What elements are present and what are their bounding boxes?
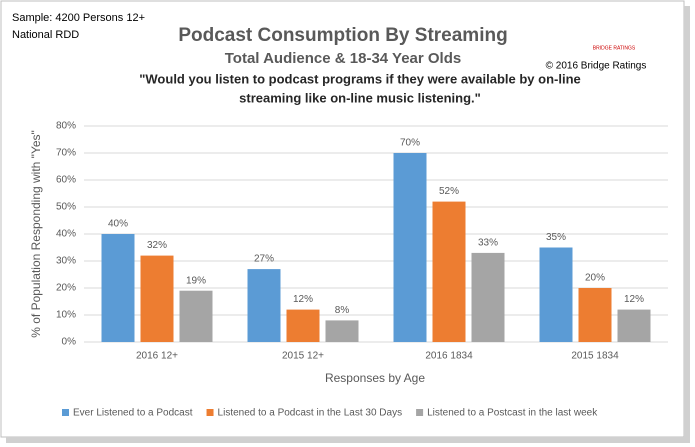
frame <box>0 0 685 438</box>
y-axis-label: % of Population Responding with "Yes" <box>29 130 43 338</box>
x-axis-label: Responses by Age <box>325 371 425 385</box>
data-label: 20% <box>585 273 605 284</box>
bar <box>617 309 651 342</box>
bar <box>432 201 466 342</box>
bar <box>471 252 505 342</box>
data-label: 12% <box>624 294 644 305</box>
bar <box>539 247 573 342</box>
question: "Would you listen to podcast programs if… <box>139 71 581 86</box>
bar <box>578 288 612 342</box>
data-label: 70% <box>400 138 420 149</box>
bar <box>325 320 359 342</box>
data-label: 35% <box>546 232 566 243</box>
data-label: 32% <box>147 240 167 251</box>
bar <box>286 309 320 342</box>
data-label: 19% <box>186 275 206 286</box>
legend-label: Listened to a Podcast in the Last 30 Day… <box>218 408 403 419</box>
frame-shadow <box>684 6 690 442</box>
y-tick-label: 10% <box>56 310 76 321</box>
x-tick-label: 2015 1834 <box>571 351 619 362</box>
data-label: 27% <box>254 254 274 265</box>
legend-label: Listened to a Postcast in the last week <box>427 408 598 419</box>
note: Sample: 4200 Persons 12+ <box>12 12 145 24</box>
chart-subtitle: Total Audience & 18-34 Year Olds <box>225 50 461 67</box>
legend-swatch <box>206 409 214 416</box>
y-tick-label: 30% <box>56 256 76 267</box>
y-tick-label: 60% <box>56 175 76 186</box>
logo-text: BRIDGE RATINGS <box>593 45 636 51</box>
y-tick-label: 20% <box>56 283 76 294</box>
data-label: 33% <box>478 238 498 249</box>
x-tick-label: 2016 12+ <box>136 351 178 362</box>
y-tick-label: 70% <box>56 148 76 159</box>
bar <box>179 290 213 342</box>
data-label: 52% <box>439 186 459 197</box>
bar <box>140 255 174 342</box>
frame-shadow <box>6 437 690 443</box>
data-label: 12% <box>293 294 313 305</box>
legend-label: Ever Listened to a Podcast <box>73 408 193 419</box>
y-tick-label: 80% <box>56 121 76 132</box>
legend-swatch <box>416 409 424 416</box>
note: National RDD <box>12 29 79 41</box>
bar <box>393 153 427 342</box>
data-label: 8% <box>335 305 350 316</box>
x-tick-label: 2016 1834 <box>425 351 473 362</box>
question: streaming like on-line music listening." <box>239 90 481 105</box>
y-tick-label: 50% <box>56 202 76 213</box>
legend-swatch <box>62 409 69 416</box>
y-tick-label: 40% <box>56 229 76 240</box>
data-label: 40% <box>108 219 128 230</box>
x-tick-label: 2015 12+ <box>282 351 324 362</box>
chart-title: Podcast Consumption By Streaming <box>178 25 507 46</box>
bar <box>247 269 281 342</box>
bar <box>101 234 135 342</box>
copyright: © 2016 Bridge Ratings <box>546 61 647 72</box>
logo: BRIDGE RATINGS <box>593 45 636 51</box>
y-tick-label: 0% <box>62 337 77 348</box>
